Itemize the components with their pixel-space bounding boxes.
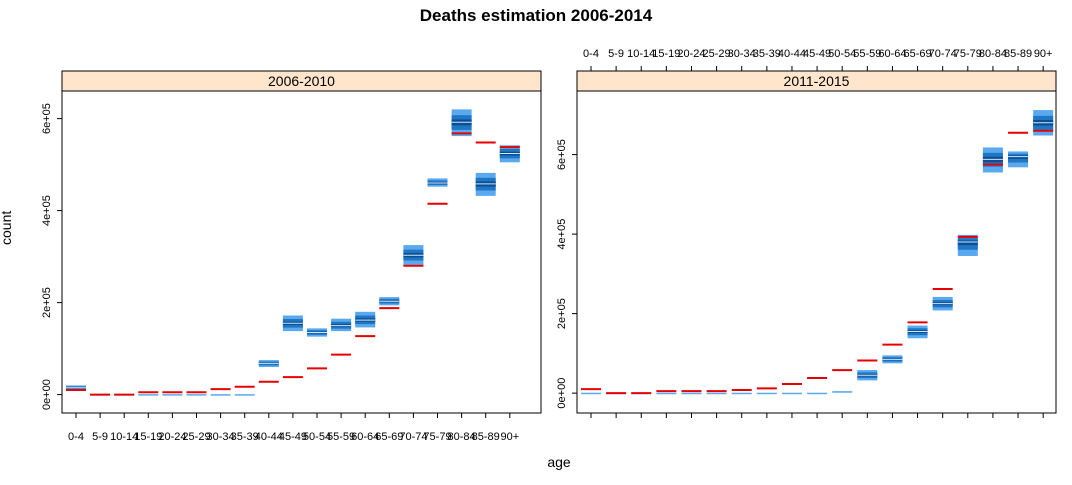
- x-tick-label: 5-9: [92, 431, 108, 443]
- x-tick-label: 90+: [500, 431, 519, 443]
- interval-outer: [234, 394, 255, 396]
- x-tick-label: 55-59: [853, 48, 881, 60]
- y-tick-label: 2e+05: [41, 287, 53, 318]
- y-tick-label: 0e+00: [41, 379, 53, 410]
- interval-outer: [581, 392, 601, 395]
- x-tick-label: 20-24: [158, 431, 186, 443]
- interval-outer: [656, 392, 677, 395]
- panel-strip-label: 2011-2015: [784, 73, 850, 89]
- x-tick-label: 20-24: [677, 48, 705, 60]
- x-tick-label: 80-84: [979, 48, 1007, 60]
- x-tick-label: 80-84: [448, 431, 476, 443]
- panel-frame: [576, 90, 1057, 414]
- x-tick-label: 65-69: [375, 431, 403, 443]
- y-tick-label: 2e+05: [556, 298, 568, 329]
- y-tick-label: 6e+05: [556, 139, 568, 170]
- interval-outer: [681, 392, 702, 395]
- x-tick-label: 75-79: [954, 48, 982, 60]
- x-tick-label: 45-49: [803, 48, 831, 60]
- x-tick-label: 30-34: [207, 431, 235, 443]
- x-tick-label: 60-64: [351, 431, 379, 443]
- x-tick-label: 85-89: [1004, 48, 1032, 60]
- x-tick-label: 0-4: [68, 431, 84, 443]
- y-tick-label: 4e+05: [41, 195, 53, 226]
- interval-outer: [186, 394, 207, 396]
- x-tick-label: 25-29: [703, 48, 731, 60]
- x-tick-label: 45-49: [279, 431, 307, 443]
- x-axis-label: age: [547, 454, 571, 470]
- x-tick-label: 40-44: [778, 48, 806, 60]
- x-tick-label: 10-14: [110, 431, 138, 443]
- interval-outer: [832, 391, 853, 393]
- interval-outer: [731, 392, 752, 395]
- panel-1: 2006-2010 0e+00 2e+05 4e+05 6e+05 0-4 5-9 10-14…: [41, 70, 542, 443]
- x-tick-label: 30-34: [728, 48, 756, 60]
- x-tick-label: 65-69: [903, 48, 931, 60]
- interval-outer: [807, 392, 828, 395]
- x-tick-label: 15-19: [134, 431, 162, 443]
- x-tick-label: 75-79: [423, 431, 451, 443]
- interval-outer: [138, 394, 159, 396]
- x-tick-label: 85-89: [472, 431, 500, 443]
- x-tick-label: 70-74: [399, 431, 427, 443]
- x-tick-label: 5-9: [608, 48, 624, 60]
- x-tick-label: 70-74: [929, 48, 957, 60]
- y-tick-label: 6e+05: [41, 103, 53, 134]
- x-tick-label: 25-29: [182, 431, 210, 443]
- x-tick-label: 50-54: [828, 48, 856, 60]
- x-tick-label: 35-39: [753, 48, 781, 60]
- y-axis-label: count: [0, 210, 14, 245]
- interval-outer: [756, 392, 777, 395]
- panel-2: 2011-2015 0e+00 2e+05 4e+05 6e+05 0-4 5-9 10-14…: [556, 48, 1057, 418]
- y-tick-label: 0e+00: [556, 378, 568, 409]
- x-tick-label: 55-59: [327, 431, 355, 443]
- x-tick-label: 10-14: [627, 48, 655, 60]
- interval-outer: [781, 392, 802, 395]
- x-tick-label: 60-64: [878, 48, 906, 60]
- x-tick-label: 0-4: [583, 48, 599, 60]
- panel-strip-label: 2006-2010: [268, 73, 335, 89]
- panel-frame: [61, 90, 542, 414]
- interval-inner: [957, 240, 978, 246]
- x-tick-label: 50-54: [303, 431, 331, 443]
- x-tick-label: 35-39: [231, 431, 259, 443]
- x-tick-label: 90+: [1034, 48, 1053, 60]
- x-tick-label: 40-44: [255, 431, 283, 443]
- interval-outer: [706, 392, 727, 395]
- x-tick-label: 15-19: [652, 48, 680, 60]
- chart-title: Deaths estimation 2006-2014: [419, 6, 653, 25]
- interval-inner: [1008, 155, 1029, 159]
- interval-outer: [210, 394, 231, 396]
- interval-outer: [162, 394, 183, 396]
- y-tick-label: 4e+05: [556, 219, 568, 250]
